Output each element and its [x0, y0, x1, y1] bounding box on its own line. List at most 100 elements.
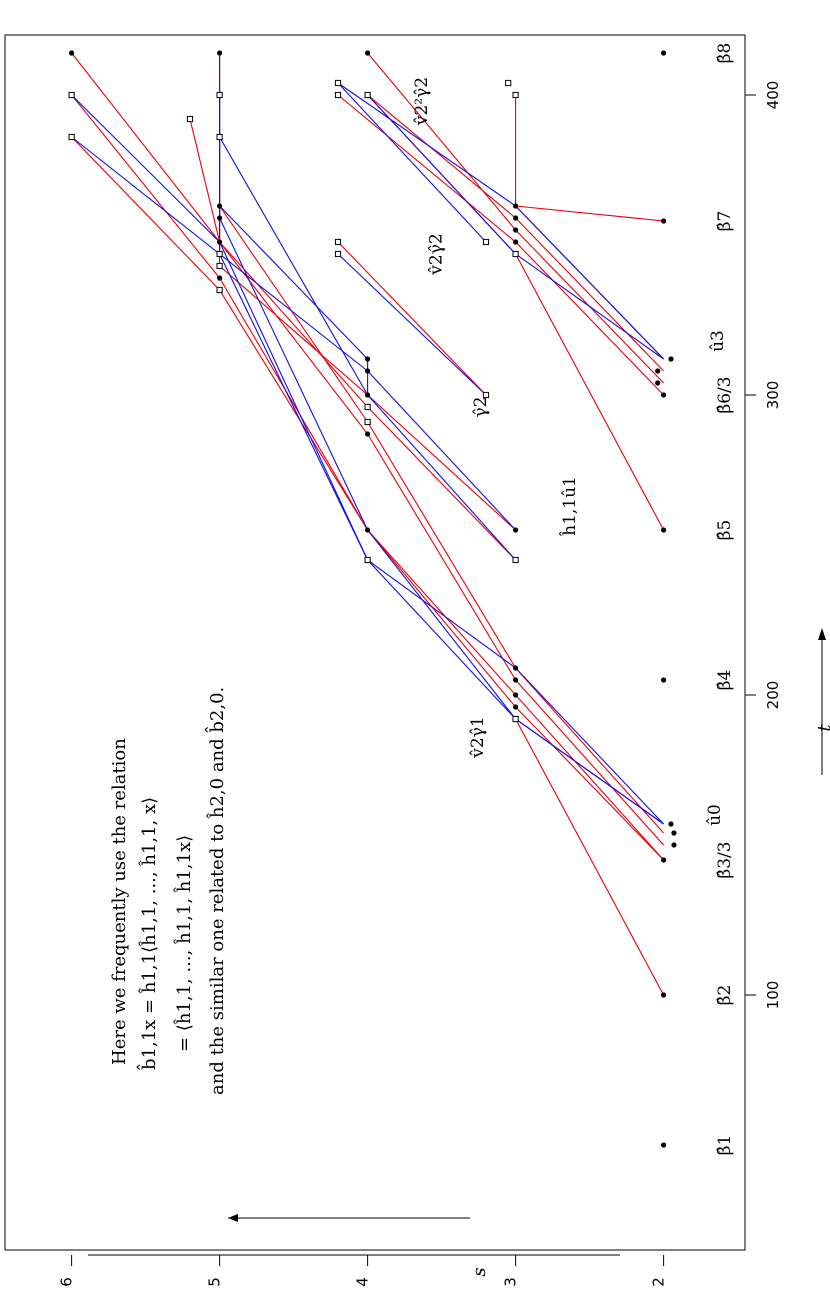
open-point-6 — [482, 391, 490, 399]
filled-point-21 — [513, 215, 519, 221]
open-point-2 — [512, 250, 519, 258]
filled-point-28 — [217, 275, 223, 281]
filled-point-0 — [661, 1142, 667, 1148]
annotation-line-2: = ⟨ĥ1,1, ..., ĥ1,1, ĥ1,1x⟩ — [172, 835, 195, 1052]
open-point-5 — [364, 403, 371, 411]
filled-point-11 — [668, 356, 674, 362]
y-tick-label-2: 4 — [354, 1277, 372, 1287]
data-points — [68, 50, 677, 1148]
open-point-15 — [364, 91, 371, 99]
filled-point-15 — [513, 692, 519, 698]
open-point-22 — [186, 115, 194, 123]
filled-point-9 — [655, 380, 661, 386]
filled-point-2 — [661, 857, 667, 863]
open-point-9 — [334, 238, 342, 246]
filled-point-16 — [513, 677, 519, 683]
open-point-0 — [512, 715, 519, 723]
filled-point-5 — [668, 821, 674, 827]
blue-line-2 — [219, 53, 664, 825]
blue-line-4 — [219, 95, 517, 531]
open-point-7 — [334, 250, 342, 258]
filled-point-8 — [661, 392, 667, 398]
y-axis-title: s — [469, 1267, 490, 1276]
x-tick-label-1: 200 — [764, 681, 782, 710]
red-line-4 — [219, 205, 665, 834]
open-point-11 — [216, 262, 223, 270]
blue-line-6 — [337, 82, 664, 360]
point-label-12: β̂7 — [715, 211, 735, 232]
point-label-6: β̂5 — [715, 520, 735, 541]
x-axis-arrowhead — [818, 628, 826, 640]
point-label-4: v̂2γ̂1 — [468, 716, 488, 758]
open-point-18 — [512, 91, 519, 99]
filled-point-33 — [365, 50, 371, 56]
filled-point-26 — [365, 368, 371, 374]
annotation-line-0: Here we frequently use the relation — [109, 738, 130, 1065]
open-point-8 — [482, 238, 490, 246]
filled-point-23 — [365, 527, 371, 533]
filled-point-31 — [217, 203, 223, 209]
open-point-14 — [216, 91, 223, 99]
filled-point-6 — [661, 677, 667, 683]
open-point-21 — [68, 91, 75, 99]
filled-point-32 — [217, 50, 223, 56]
filled-point-4 — [671, 830, 677, 836]
filled-point-30 — [217, 215, 223, 221]
open-point-10 — [216, 286, 223, 294]
point-label-11: v̂2γ̂2 — [427, 233, 447, 275]
blue-line-5 — [337, 253, 487, 396]
y-axis-arrowhead — [228, 1214, 238, 1222]
point-label-14: β̂8 — [715, 43, 735, 64]
filled-point-34 — [69, 50, 75, 56]
point-label-2: β̂3/3 — [715, 841, 735, 878]
open-point-19 — [505, 79, 512, 87]
red-line-3 — [71, 52, 665, 846]
point-label-10: û3 — [708, 330, 728, 352]
filled-point-13 — [661, 50, 667, 56]
red-line-6 — [337, 94, 664, 396]
x-tick-label-2: 300 — [764, 381, 782, 410]
filled-point-17 — [513, 665, 519, 671]
filled-point-18 — [513, 527, 519, 533]
point-label-13: v̂2²γ̂2 — [412, 77, 432, 126]
point-label-9: β̂6/3 — [715, 376, 735, 413]
point-label-5: β̂4 — [715, 670, 735, 691]
open-point-17 — [334, 79, 342, 87]
annotation-line-3: and the similar one related to ĥ2,0 and … — [203, 687, 228, 1095]
filled-point-3 — [671, 842, 677, 848]
red-line-0 — [515, 718, 665, 996]
y-axis: 2 3 4 5 6 — [58, 1254, 668, 1287]
filled-point-22 — [513, 203, 519, 209]
filled-point-12 — [661, 218, 667, 224]
red-line-12 — [337, 241, 487, 396]
point-label-1: β̂2 — [715, 985, 735, 1006]
point-label-3: û0 — [705, 804, 725, 826]
y-tick-label-3: 5 — [206, 1277, 224, 1287]
annotation-note: Here we frequently use the relation b̂1,1… — [109, 687, 228, 1095]
filled-point-24 — [365, 431, 371, 437]
red-line-9 — [515, 95, 664, 360]
filled-point-10 — [655, 368, 661, 374]
open-point-4 — [364, 418, 371, 426]
open-point-3 — [364, 556, 371, 564]
filled-point-19 — [513, 239, 519, 245]
open-point-20 — [68, 133, 75, 141]
filled-point-7 — [661, 527, 667, 533]
red-line-10 — [189, 118, 516, 561]
filled-point-20 — [513, 227, 519, 233]
blue-line-8 — [337, 82, 487, 243]
filled-point-25 — [365, 392, 371, 398]
blue-line-3 — [219, 136, 517, 561]
x-axis: 100 200 300 400 — [744, 81, 782, 1030]
open-point-12 — [216, 250, 223, 258]
red-line-13 — [515, 205, 664, 222]
filled-point-14 — [513, 704, 519, 710]
point-label-8: γ̂2 — [471, 397, 491, 418]
filled-point-29 — [217, 239, 223, 245]
y-tick-label-0: 2 — [650, 1277, 668, 1287]
point-label-7: ĥ1,1û1 — [559, 476, 580, 537]
open-point-13 — [216, 133, 223, 141]
annotation-line-1: b̂1,1x = ĥ1,1⟨ĥ1,1, ..., ĥ1,1, x⟩ — [135, 797, 160, 1071]
point-label-0: β̂1 — [715, 1135, 735, 1156]
